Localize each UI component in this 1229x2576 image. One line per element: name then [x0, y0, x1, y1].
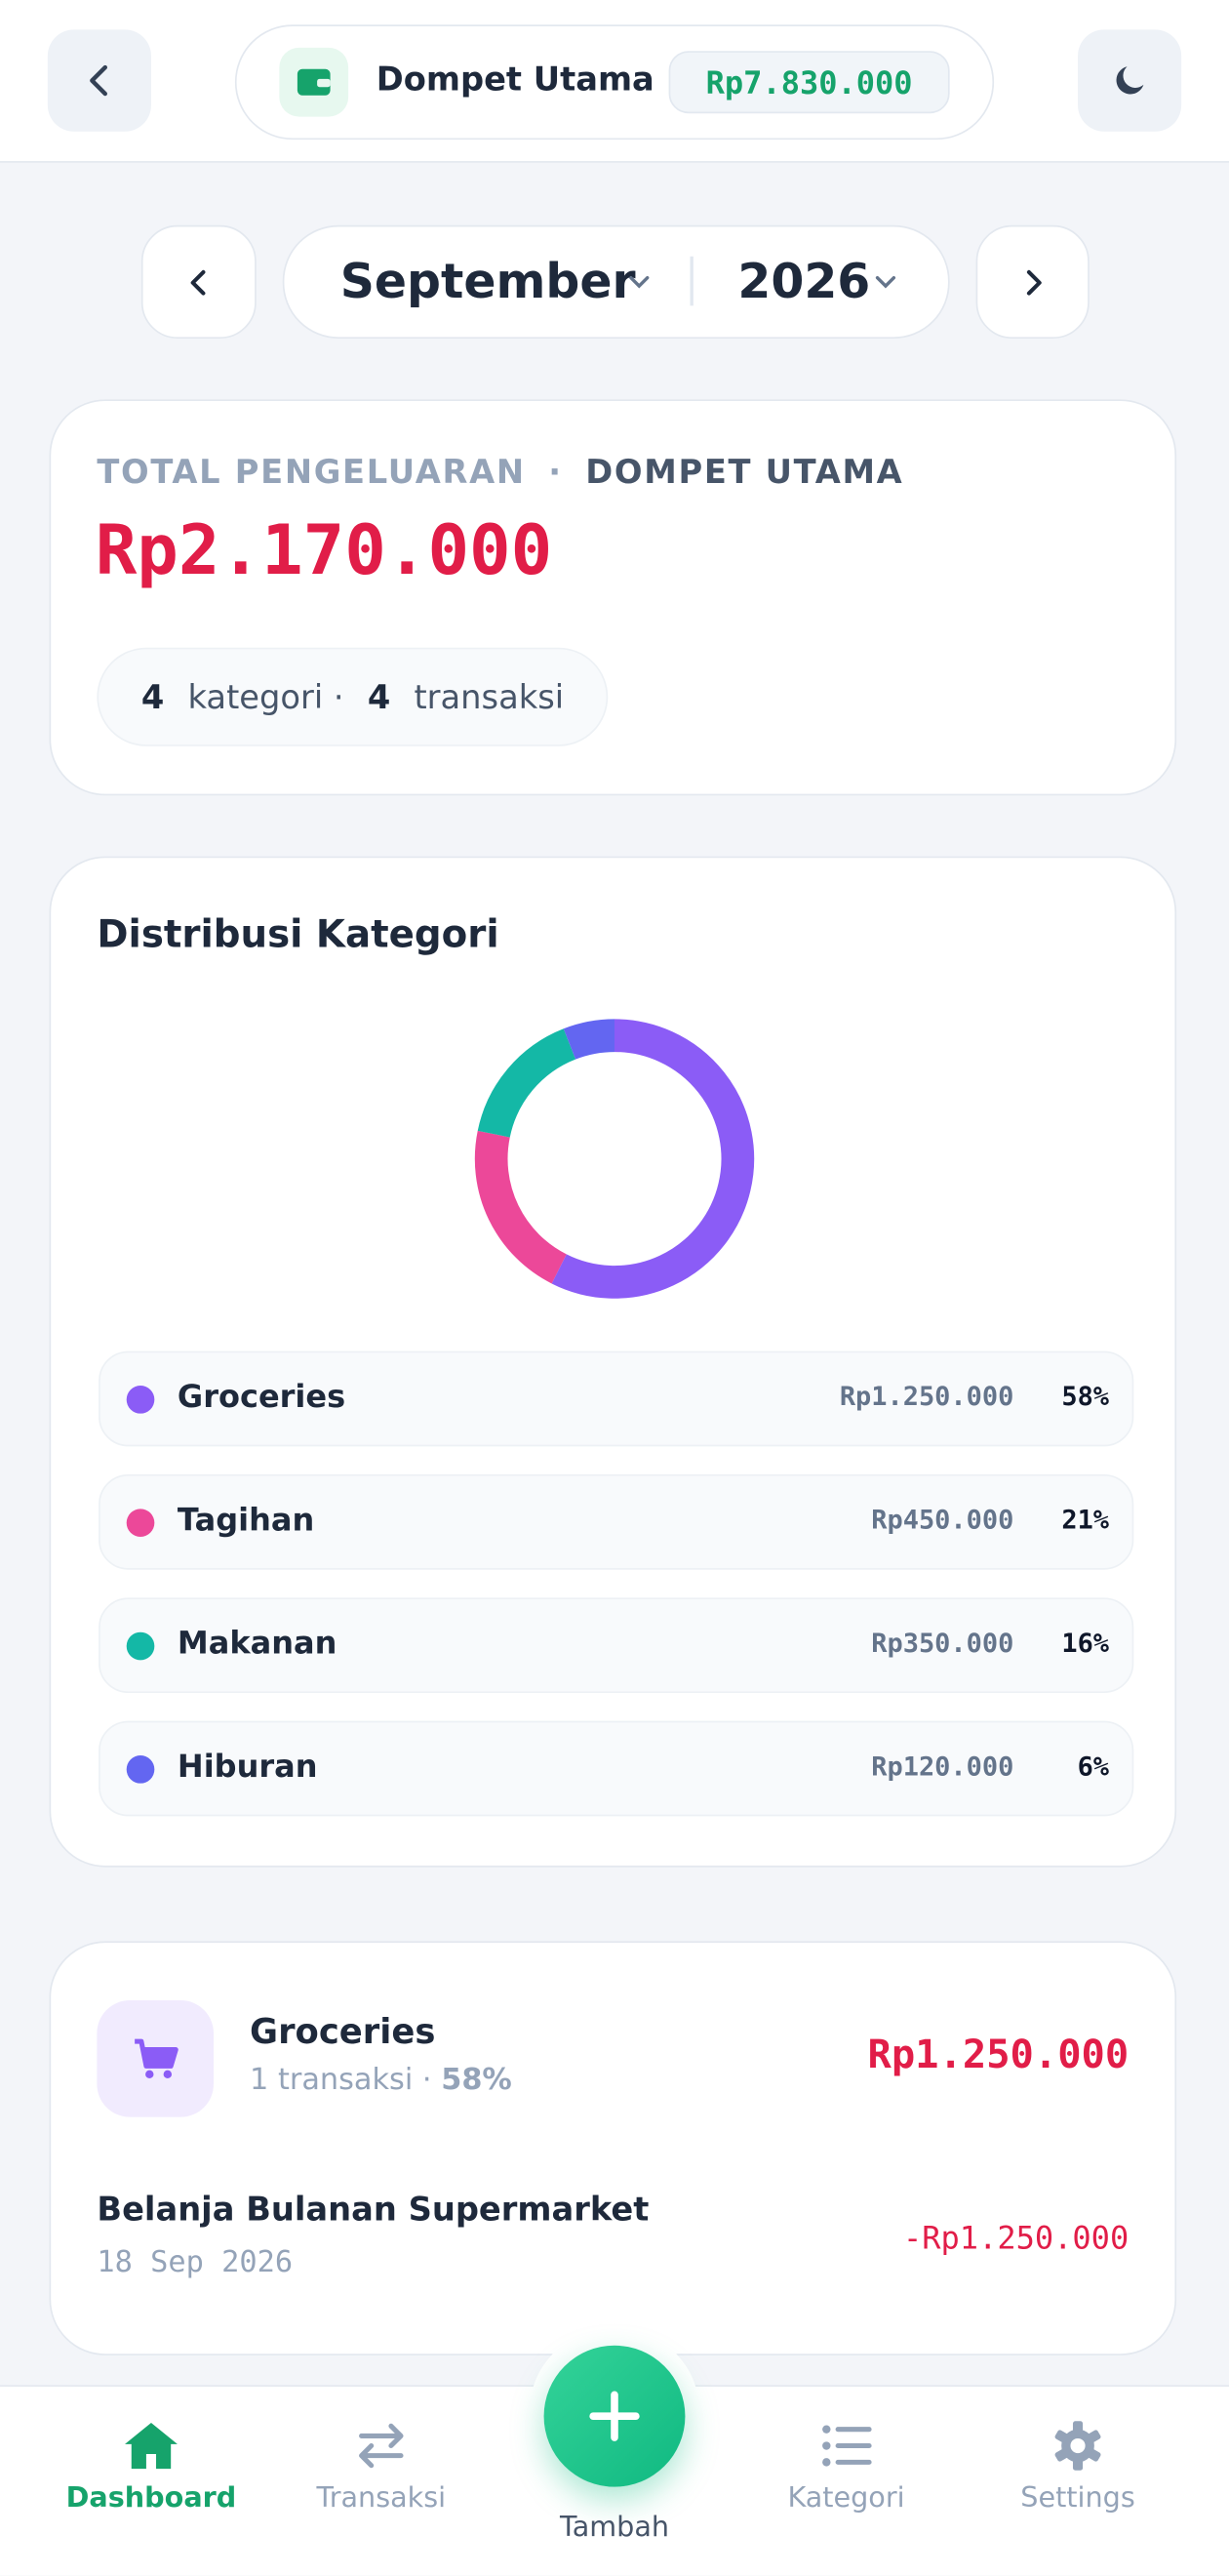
legend-row: Groceries Rp1.250.000 58%: [99, 1350, 1134, 1447]
nav-tambah[interactable]: Tambah: [499, 2512, 730, 2545]
chevron-left: [190, 269, 206, 295]
group-meta: 1 transaksi · 58%: [250, 2063, 512, 2097]
legend-amount: Rp1.250.000: [839, 1380, 1014, 1412]
nav-label: Tambah: [559, 2511, 670, 2545]
nav-dashboard[interactable]: Dashboard: [36, 2420, 266, 2516]
legend-percent: 6%: [1077, 1750, 1110, 1782]
legend-percent: 16%: [1061, 1627, 1110, 1659]
donut-slice: [551, 1019, 755, 1299]
legend-dot: [126, 1509, 155, 1537]
nav-label: Kategori: [787, 2481, 905, 2516]
legend-row: Hiburan Rp120.000 6%: [99, 1720, 1134, 1817]
group-count: 1 transaksi ·: [250, 2063, 432, 2098]
category-icon: [97, 2000, 214, 2117]
summary-label: TOTAL PENGELUARAN: [97, 452, 526, 492]
list-icon: [822, 2425, 872, 2467]
theme-toggle[interactable]: [1078, 29, 1182, 132]
home-icon: [125, 2422, 178, 2470]
summary-counts: 4 kategori · 4 transaksi: [97, 647, 609, 746]
legend-row: Tagihan Rp450.000 21%: [99, 1473, 1134, 1570]
category-group-card: Groceries 1 transaksi · 58% Rp1.250.000 …: [49, 1941, 1177, 2355]
month-caret: [629, 275, 650, 289]
legend-percent: 21%: [1061, 1504, 1110, 1536]
category-label: kategori ·: [187, 677, 344, 717]
wallet-selector[interactable]: Dompet Utama Rp7.830.000: [234, 24, 995, 141]
back-button[interactable]: [47, 29, 151, 132]
transaction-title[interactable]: Belanja Bulanan Supermarket: [97, 2189, 650, 2230]
transaction-date: 18 Sep 2026: [97, 2245, 294, 2280]
legend-name: Groceries: [177, 1379, 346, 1416]
legend-name: Hiburan: [177, 1749, 318, 1786]
wallet-icon: [279, 47, 349, 117]
group-percent: 58%: [441, 2063, 512, 2098]
separator: ·: [548, 452, 563, 492]
cart-icon: [134, 2037, 178, 2078]
distribution-card: Distribusi Kategori Groceries Rp1.250.000…: [49, 856, 1177, 1868]
legend-dot: [126, 1755, 155, 1784]
summary-wallet: DOMPET UTAMA: [585, 452, 904, 492]
nav-label: Settings: [1020, 2481, 1135, 2516]
legend-name: Makanan: [177, 1625, 337, 1663]
nav-label: Transaksi: [316, 2481, 447, 2516]
legend-amount: Rp350.000: [871, 1627, 1014, 1659]
gear-icon: [1054, 2421, 1101, 2471]
legend-row: Makanan Rp350.000 16%: [99, 1597, 1134, 1694]
legend-dot: [126, 1631, 155, 1661]
legend-amount: Rp450.000: [871, 1504, 1014, 1536]
wallet-glyph: [297, 68, 331, 96]
summary-heading: TOTAL PENGELUARAN · DOMPET UTAMA: [97, 452, 903, 491]
summary-card: TOTAL PENGELUARAN · DOMPET UTAMA Rp2.170…: [49, 399, 1177, 796]
nav-kategori[interactable]: Kategori: [732, 2420, 962, 2516]
legend-percent: 58%: [1061, 1380, 1110, 1412]
group-category: Groceries: [250, 2011, 436, 2052]
next-month[interactable]: [975, 224, 1090, 340]
moon-icon: [1115, 66, 1143, 95]
year-caret: [875, 275, 896, 289]
plus-icon: [589, 2391, 640, 2441]
transaction-count: 4: [367, 677, 391, 717]
total-spending: Rp2.170.000: [95, 509, 553, 590]
transaction-amount: -Rp1.250.000: [902, 2220, 1130, 2257]
period-selector: September 2026: [282, 224, 950, 340]
donut-chart: [474, 1019, 755, 1299]
nav-settings[interactable]: Settings: [963, 2420, 1193, 2516]
wallet-name: Dompet Utama: [376, 59, 654, 100]
group-total: Rp1.250.000: [867, 2032, 1130, 2078]
add-button[interactable]: [543, 2345, 686, 2487]
swap-icon: [359, 2423, 404, 2469]
distribution-title: Distribusi Kategori: [97, 913, 499, 957]
back-icon: [89, 64, 107, 97]
chevron-right: [1026, 269, 1041, 295]
wallet-balance: Rp7.830.000: [668, 51, 950, 114]
legend-amount: Rp120.000: [871, 1750, 1014, 1782]
year[interactable]: 2026: [737, 253, 871, 309]
transaction-label: transaksi: [414, 677, 565, 717]
category-count: 4: [140, 677, 165, 717]
donut-slice: [474, 1130, 568, 1284]
legend-name: Tagihan: [177, 1502, 315, 1539]
nav-transaksi[interactable]: Transaksi: [266, 2420, 496, 2516]
donut-slice: [477, 1028, 576, 1139]
nav-label: Dashboard: [65, 2481, 237, 2516]
donut-slice: [563, 1019, 615, 1060]
prev-month[interactable]: [140, 224, 257, 340]
divider: [690, 256, 694, 306]
month[interactable]: September: [339, 253, 636, 309]
legend-dot: [126, 1386, 155, 1414]
